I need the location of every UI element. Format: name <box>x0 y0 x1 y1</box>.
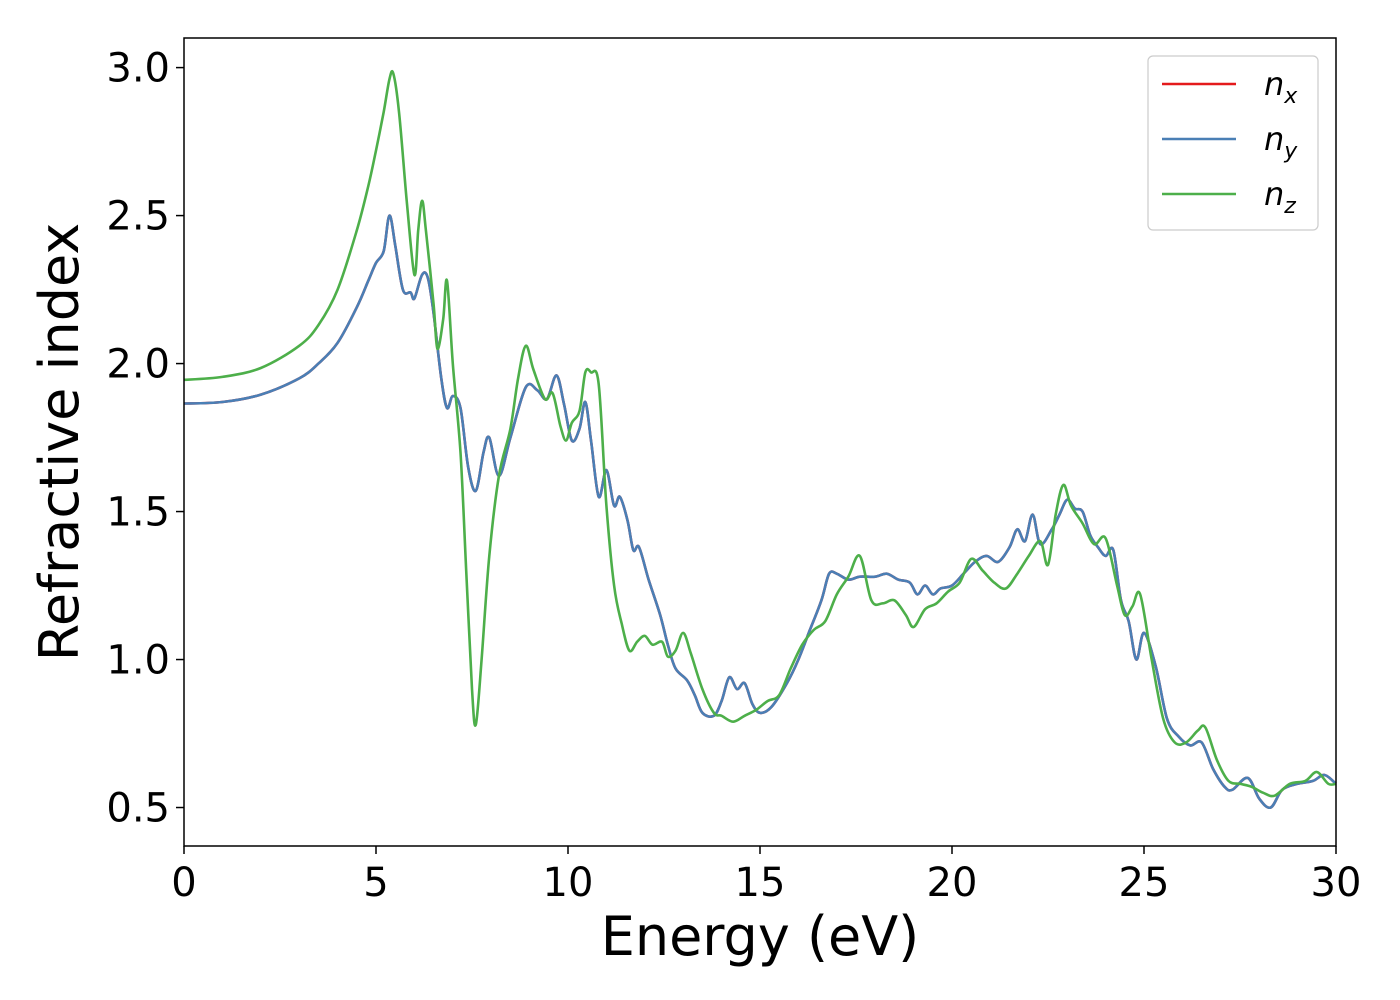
y-tick-label: 2.0 <box>106 342 170 388</box>
y-axis-title: Refractive index <box>28 223 91 662</box>
series-line-n-z <box>183 69 1337 798</box>
y-axis-ticks: 0.5 1.0 1.5 2.0 2.5 3.0 <box>106 46 184 832</box>
legend-frame <box>1147 55 1319 231</box>
x-tick-label: 30 <box>1311 860 1362 906</box>
x-tick-label: 5 <box>363 860 388 906</box>
y-tick-label: 1.5 <box>106 490 170 536</box>
x-tick-label: 10 <box>543 860 594 906</box>
y-tick-label: 2.5 <box>106 194 170 240</box>
x-tick-label: 25 <box>1119 860 1170 906</box>
y-tick-label: 3.0 <box>106 46 170 92</box>
x-axis-title: Energy (eV) <box>601 905 920 968</box>
x-tick-label: 20 <box>927 860 978 906</box>
y-tick-label: 0.5 <box>106 786 170 832</box>
x-axis-ticks: 0 5 10 15 20 25 30 <box>171 846 1361 906</box>
series-layer <box>183 69 1337 810</box>
y-tick-label: 1.0 <box>106 638 170 684</box>
x-tick-label: 0 <box>171 860 196 906</box>
x-tick-label: 15 <box>735 860 786 906</box>
